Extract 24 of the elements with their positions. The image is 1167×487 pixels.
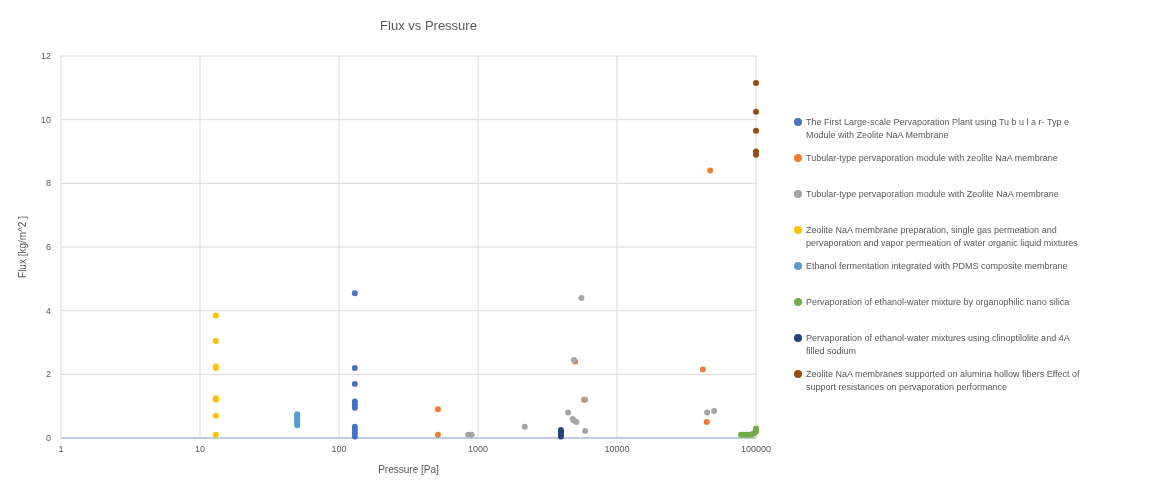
x-tick-label: 10000 xyxy=(604,444,630,454)
y-tick-label: 8 xyxy=(45,178,51,189)
x-axis-title: Pressure [Pa] xyxy=(378,464,440,475)
x-tick-label: 100000 xyxy=(740,444,772,454)
x-tick-label: 10 xyxy=(194,444,206,454)
y-tick-label: 6 xyxy=(45,242,51,252)
legend-label: Pervaporation of ethanol-water mixture by organophilic nano silica xyxy=(806,297,1070,307)
legend-label: Zeolite NaA membrane preparation, single gas permeation and pervaporation and vapor permeation of water organic liquid mixtures xyxy=(806,225,1079,248)
legend-label: Pervaporation of ethanol-water mixtures using clinoptilolite and 4A filled sodium xyxy=(806,333,1070,356)
x-tick-label: 1000 xyxy=(467,444,489,454)
y-tick-label: 10 xyxy=(40,114,51,125)
chart-title: Flux vs Pressure xyxy=(380,18,477,33)
legend-label: Tubular-type pervaporation module with zeolite NaA membrane xyxy=(806,153,1058,163)
y-axis-title: Flux [kg/m^2 ] xyxy=(17,215,28,278)
legend-label: Tubular-type pervaporation module with Zeolite NaA membrane xyxy=(806,189,1059,199)
y-tick-label: 12 xyxy=(40,51,51,61)
legend-label: The First Large-scale Pervaporation Plant using Tu b u l a r- Typ e Module with Zeolite NaA Membrane xyxy=(806,117,1069,140)
x-tick-label: 100 xyxy=(331,444,347,454)
y-tick-label: 2 xyxy=(45,369,51,380)
legend-label: Zeolite NaA membranes supported on alumina hollow fibers Effect of support resistances on pervaporation performance xyxy=(806,369,1080,392)
x-tick-label: 1 xyxy=(58,444,64,454)
y-tick-label: 4 xyxy=(45,305,51,316)
legend-label: Ethanol fermentation integrated with PDMS composite membrane xyxy=(806,261,1068,271)
y-tick-label: 0 xyxy=(45,433,51,443)
